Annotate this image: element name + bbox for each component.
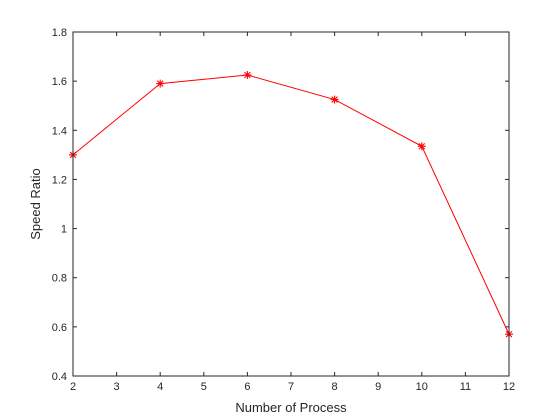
- plot-area: [73, 32, 509, 376]
- y-tick-labels: 0.4 0.6 0.8 1 1.2 1.4 1.6 1.8: [52, 27, 67, 383]
- x-tick-label: 2: [70, 381, 76, 393]
- x-tick-label: 4: [157, 381, 163, 393]
- x-tick-label: 10: [416, 381, 428, 393]
- y-tick-label: 0.8: [52, 273, 67, 285]
- data-point-marker: [330, 95, 339, 104]
- plot-frame: [72, 31, 510, 377]
- y-tick-label: 1.8: [52, 27, 67, 39]
- y-tick-label: 1.6: [52, 76, 67, 88]
- x-tick-label: 6: [244, 381, 250, 393]
- x-tick-label: 12: [503, 381, 515, 393]
- y-tick-label: 1.2: [52, 174, 67, 186]
- data-point-marker: [417, 142, 426, 151]
- x-tick-label: 5: [201, 381, 207, 393]
- series-line: [72, 74, 510, 335]
- y-tick-label: 0.4: [52, 371, 67, 383]
- x-axis-label: Number of Process: [235, 400, 347, 415]
- y-tick-label: 0.6: [52, 322, 67, 334]
- y-axis-label: Speed Ratio: [28, 168, 43, 240]
- x-tick-label: 3: [114, 381, 120, 393]
- data-point-marker: [243, 71, 252, 79]
- x-tick-labels: 2 3 4 5 6 7 8 9 10 11 12: [70, 381, 515, 393]
- y-tick-label: 1.4: [52, 125, 67, 137]
- y-tick-label: 1: [61, 224, 67, 236]
- x-tick-label: 8: [332, 381, 338, 393]
- x-tick-label: 11: [460, 381, 471, 393]
- x-tick-label: 9: [375, 381, 381, 393]
- x-tick-label: 7: [288, 381, 294, 393]
- data-point-marker: [156, 79, 165, 88]
